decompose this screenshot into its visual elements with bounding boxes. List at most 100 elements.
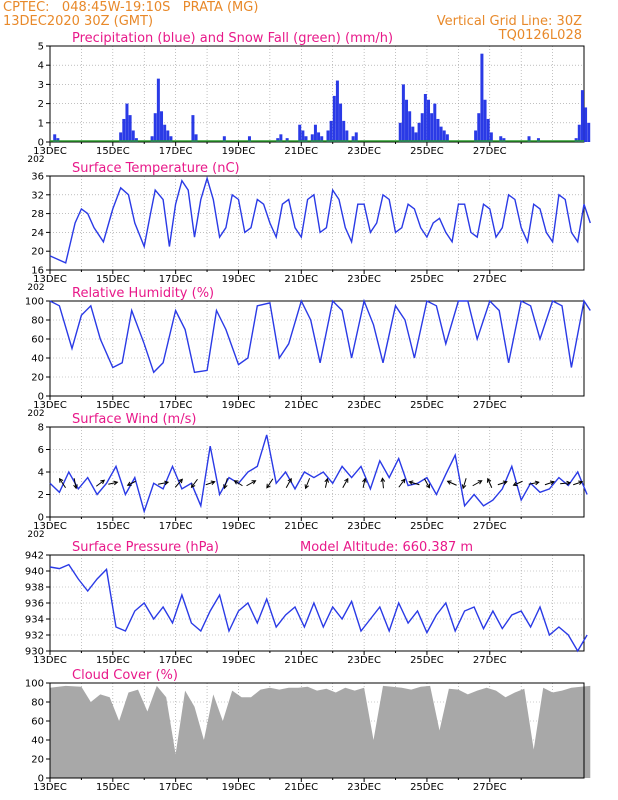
x-tick-label: 21DEC (284, 655, 318, 666)
precip-bar (156, 78, 160, 142)
y-tick-label: 60 (31, 335, 44, 346)
wind-arrow (246, 480, 257, 487)
wind-arrow (190, 478, 198, 489)
y-tick-label: 930 (25, 647, 44, 658)
pressure-line (49, 563, 588, 653)
x-year-label-clipped: 202 (27, 409, 44, 419)
precip-bar (486, 118, 490, 142)
x-tick-label: 17DEC (159, 655, 193, 666)
precip-bar (301, 130, 305, 142)
precip-bar (527, 136, 531, 142)
wind-arrow (497, 480, 508, 486)
panel-cloud: 0 20 40 60 80 100 13DEC 15DEC 17DEC 19DEC 21DEC 23D… (25, 668, 591, 793)
wind-arrow-head (344, 477, 349, 483)
x-year-label-clipped: 202 (27, 530, 44, 540)
wind-arrow-head (461, 484, 467, 490)
x-tick-label: 19DEC (222, 274, 256, 285)
wind-arrow-head (178, 478, 183, 484)
y-tick-label: 80 (31, 698, 44, 709)
wind-arrow-shaft (285, 478, 292, 488)
y-tick-label: 936 (25, 599, 44, 610)
y-tick-label: 2 (38, 99, 44, 110)
wind-arrow-shaft (544, 481, 555, 486)
y-tick-label: 16 (31, 266, 44, 277)
y-tick-label: 20 (31, 373, 44, 384)
precip-bar (160, 111, 164, 142)
y-tick-label: 32 (31, 190, 44, 201)
y-tick-label: 8 (38, 423, 44, 434)
wind-arrow (108, 480, 119, 486)
x-tick-label: 15DEC (96, 782, 130, 793)
wind-arrow-head (446, 480, 452, 485)
wind-speed-line (49, 434, 588, 514)
precip-bar (285, 138, 289, 142)
panel-title: Relative Humidity (%) (72, 286, 214, 301)
wind-arrow (233, 480, 243, 487)
wind-arrow-shaft (362, 478, 366, 488)
wind-arrow-shaft (342, 478, 349, 488)
panel-frame (49, 300, 585, 397)
wind-arrow (126, 480, 136, 486)
y-tick-label: 940 (25, 567, 44, 578)
y-tick-label: 3 (38, 80, 44, 91)
x-tick-label: 15DEC (96, 146, 130, 157)
wind-arrow-shaft (108, 481, 118, 485)
precip-bar (427, 99, 431, 142)
precip-bar (489, 132, 493, 142)
wind-arrow-head (425, 483, 430, 489)
x-tick-label: 13DEC (33, 400, 67, 411)
wind-arrow-head (233, 480, 239, 485)
x-tick-label: 15DEC (96, 521, 130, 532)
wind-arrow-head (324, 477, 330, 483)
wind-arrow-shaft (381, 478, 384, 489)
precip-bar (150, 136, 154, 142)
x-tick-label: 17DEC (159, 400, 193, 411)
y-tick-label: 932 (25, 631, 44, 642)
precip-bar (405, 99, 409, 142)
x-tick-label: 13DEC (33, 274, 67, 285)
wind-arrow-head (164, 480, 170, 486)
precip-bar (342, 120, 346, 142)
wind-arrow-head (251, 480, 257, 485)
x-tick-label: 27DEC (473, 146, 507, 157)
wind-arrow-head (210, 480, 216, 486)
precip-bar (423, 94, 427, 142)
x-tick-label: 23DEC (347, 274, 381, 285)
panel-temperature: 16 20 24 28 32 36 13DEC 15DEC 17DEC 19DEC 21DEC 23D… (27, 161, 591, 293)
x-tick-label: 23DEC (347, 782, 381, 793)
y-tick-label: 20 (31, 755, 44, 766)
panel-title: Surface Temperature (nC) (72, 161, 240, 176)
wind-arrow (573, 480, 584, 486)
x-tick-label: 17DEC (159, 146, 193, 157)
precip-bar (276, 138, 280, 142)
x-tick-label: 13DEC (33, 146, 67, 157)
precip-bar (442, 130, 446, 142)
cloud-cover-area (50, 685, 591, 778)
x-tick-label: 15DEC (96, 400, 130, 411)
y-tick-label: 4 (38, 468, 44, 479)
x-tick-label: 25DEC (410, 146, 444, 157)
x-tick-label: 13DEC (33, 521, 67, 532)
x-tick-label: 27DEC (473, 655, 507, 666)
x-tick-label: 23DEC (347, 521, 381, 532)
precip-bar (499, 136, 503, 142)
x-tick-label: 23DEC (347, 146, 381, 157)
precip-bar (279, 134, 283, 142)
y-tick-label: 942 (25, 551, 44, 562)
y-tick-label: 938 (25, 583, 44, 594)
x-tick-label: 25DEC (410, 400, 444, 411)
wind-arrow-shaft (246, 480, 256, 487)
y-tick-label: 0 (38, 774, 44, 785)
wind-arrow (560, 480, 572, 486)
x-year-label-clipped: 202 (27, 283, 44, 293)
y-tick-label: 100 (25, 297, 44, 308)
wind-arrow-head (362, 477, 367, 483)
precip-bar (163, 124, 167, 142)
y-tick-label: 2 (38, 490, 44, 501)
wind-arrow (205, 480, 216, 486)
wind-arrow-shaft (472, 480, 482, 487)
wind-arrow (58, 477, 66, 489)
x-tick-label: 21DEC (284, 274, 318, 285)
precip-bar (420, 113, 424, 142)
